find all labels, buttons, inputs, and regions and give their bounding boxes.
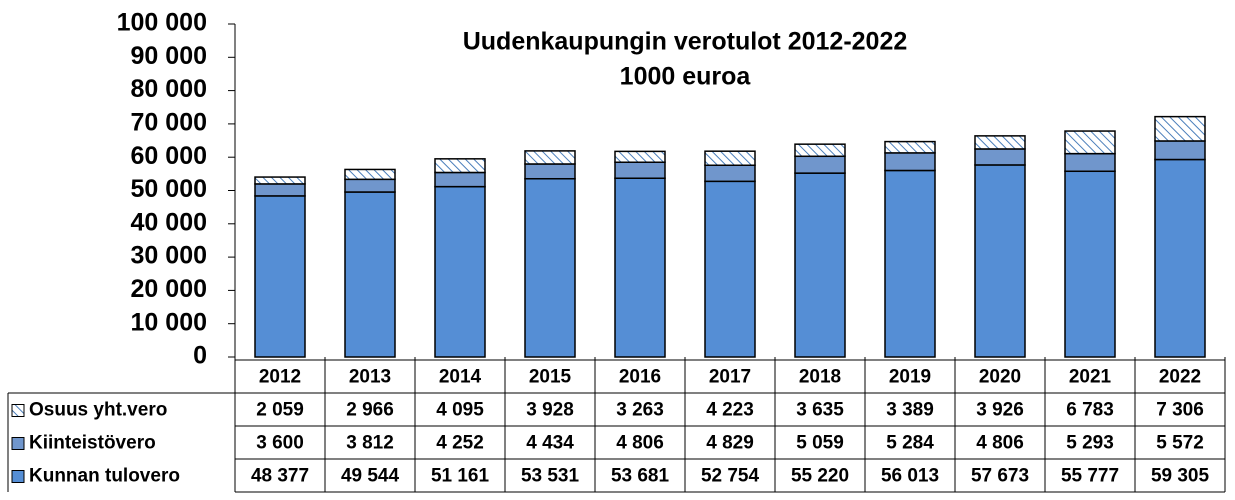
table-value: 52 754 xyxy=(701,466,760,487)
table-value: 3 926 xyxy=(976,400,1024,421)
table-value: 51 161 xyxy=(431,466,490,487)
y-tick-label: 40 000 xyxy=(131,208,207,236)
table-value: 4 223 xyxy=(706,400,754,421)
bar-segment xyxy=(884,152,936,172)
table-value: 4 434 xyxy=(526,433,574,454)
bar-segment xyxy=(524,163,576,180)
bar-segment xyxy=(1064,170,1116,358)
bar-segment xyxy=(794,172,846,358)
bar-segment xyxy=(974,148,1026,166)
table-value: 3 389 xyxy=(886,400,934,421)
bar-segment xyxy=(614,161,666,179)
bar-segment xyxy=(344,178,396,193)
x-tick-label: 2018 xyxy=(799,367,841,388)
legend-swatch xyxy=(11,437,25,450)
bar-segment xyxy=(614,150,666,163)
bar-segment xyxy=(1154,115,1206,142)
x-tick-label: 2019 xyxy=(889,367,931,388)
bar-segment xyxy=(884,169,936,358)
table-value: 5 293 xyxy=(1066,433,1114,454)
table-value: 49 544 xyxy=(341,466,400,487)
table-value: 53 531 xyxy=(521,466,580,487)
bar-segment xyxy=(884,140,936,154)
bar-segment xyxy=(524,150,576,165)
bar-segment xyxy=(434,158,486,174)
chart-title: Uudenkaupungin verotulot 2012-2022 xyxy=(463,28,908,56)
y-tick-label: 60 000 xyxy=(131,142,207,170)
x-tick-label: 2022 xyxy=(1159,367,1201,388)
table-value: 6 783 xyxy=(1066,400,1114,421)
bar-segment xyxy=(1154,140,1206,161)
table-value: 4 806 xyxy=(616,433,664,454)
table-value: 48 377 xyxy=(251,466,309,487)
table-value: 5 284 xyxy=(886,433,934,454)
bar-segment xyxy=(434,171,486,188)
table-value: 3 635 xyxy=(796,400,844,421)
legend-swatch xyxy=(11,470,25,483)
x-tick-label: 2015 xyxy=(529,367,572,388)
bar-segment xyxy=(974,164,1026,358)
bar-segment xyxy=(254,176,306,185)
bar-segment xyxy=(344,191,396,358)
legend-swatch xyxy=(11,404,25,417)
y-tick-label: 70 000 xyxy=(131,109,207,137)
table-value: 55 220 xyxy=(791,466,849,487)
bar-segment xyxy=(704,180,756,358)
bar-segment xyxy=(254,183,306,197)
y-tick-label: 10 000 xyxy=(131,308,207,336)
table-value: 4 829 xyxy=(706,433,754,454)
table-value: 2 059 xyxy=(256,400,304,421)
table-value: 2 966 xyxy=(346,400,394,421)
x-tick-label: 2014 xyxy=(439,367,482,388)
x-tick-label: 2021 xyxy=(1069,367,1112,388)
table-value: 56 013 xyxy=(881,466,939,487)
bar-segment xyxy=(1064,130,1116,155)
x-tick-label: 2016 xyxy=(619,367,661,388)
bar-segment xyxy=(704,164,756,183)
legend-label: Kunnan tulovero xyxy=(29,466,180,487)
table-value: 3 263 xyxy=(616,400,664,421)
y-tick-label: 20 000 xyxy=(131,275,207,303)
y-tick-label: 0 xyxy=(193,342,207,370)
x-tick-label: 2013 xyxy=(349,367,391,388)
table-value: 55 777 xyxy=(1061,466,1119,487)
table-value: 3 928 xyxy=(526,400,574,421)
chart-subtitle: 1000 euroa xyxy=(620,63,752,91)
legend-label: Osuus yht.vero xyxy=(29,400,167,421)
bar-segment xyxy=(1064,152,1116,173)
legend-label: Kiinteistövero xyxy=(29,433,156,454)
table-value: 57 673 xyxy=(971,466,1029,487)
x-tick-label: 2020 xyxy=(979,367,1021,388)
bar-segment xyxy=(794,143,846,158)
table-value: 3 812 xyxy=(346,433,394,454)
bar-segment xyxy=(344,168,396,181)
y-tick-label: 50 000 xyxy=(131,175,207,203)
y-tick-label: 80 000 xyxy=(131,75,207,103)
x-tick-label: 2017 xyxy=(709,367,751,388)
table-value: 5 572 xyxy=(1156,433,1204,454)
bar-segment xyxy=(704,150,756,166)
y-tick-label: 90 000 xyxy=(131,42,207,70)
table-value: 7 306 xyxy=(1156,400,1204,421)
table-value: 59 305 xyxy=(1151,466,1210,487)
bar-segment xyxy=(794,155,846,174)
bar-segment xyxy=(254,195,306,358)
table-value: 53 681 xyxy=(611,466,670,487)
table-value: 4 095 xyxy=(436,400,484,421)
table-value: 4 252 xyxy=(436,433,484,454)
table-value: 3 600 xyxy=(256,433,304,454)
bar-segment xyxy=(524,177,576,358)
y-tick-label: 100 000 xyxy=(117,9,207,37)
bar-segment xyxy=(614,177,666,358)
bar-segment xyxy=(974,135,1026,150)
x-tick-label: 2012 xyxy=(259,367,301,388)
table-value: 5 059 xyxy=(796,433,844,454)
y-tick-label: 30 000 xyxy=(131,242,207,270)
bar-segment xyxy=(434,185,486,358)
bar-segment xyxy=(1154,158,1206,358)
table-value: 4 806 xyxy=(976,433,1024,454)
